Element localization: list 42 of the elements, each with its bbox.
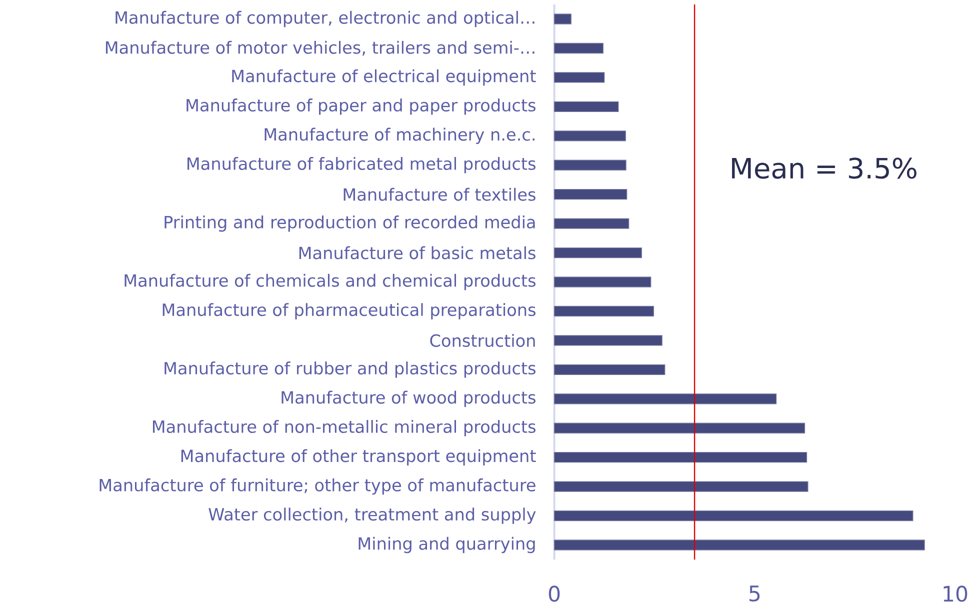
- bar: [554, 101, 619, 112]
- y-tick-label: Manufacture of other transport equipment: [181, 449, 536, 466]
- y-tick-label: Water collection, treatment and supply: [208, 508, 536, 524]
- bar: [554, 189, 628, 200]
- x-tick-label: 10: [944, 586, 968, 602]
- y-tick-label: Manufacture of electrical equipment: [232, 69, 536, 86]
- y-tick-label: Manufacture of non-metallic mineral products: [152, 420, 536, 436]
- bar: [554, 247, 642, 258]
- y-tick-label: Manufacture of computer, electronic and optical…: [116, 10, 534, 28]
- y-tick-label: Manufacture of rubber and plastics products: [164, 362, 536, 378]
- y-tick-label: Manufacture of pharmaceutical preparations: [162, 303, 536, 320]
- x-tick-label: 5: [750, 586, 760, 602]
- bar: [554, 306, 654, 317]
- bar: [554, 218, 630, 229]
- bar: [554, 335, 662, 346]
- y-tick-label: Printing and reproduction of recorded media: [164, 215, 535, 232]
- bar: [554, 14, 572, 24]
- y-tick-label: Manufacture of motor vehicles, trailers and semi-…: [106, 40, 534, 56]
- bar: [554, 160, 626, 170]
- bar: [554, 130, 626, 142]
- bar: [554, 276, 652, 288]
- y-tick-label: Manufacture of textiles: [344, 188, 536, 201]
- y-tick-label: Manufacture of fabricated metal products: [188, 157, 536, 174]
- bar: [554, 364, 666, 376]
- bar: [554, 452, 808, 463]
- y-tick-label: Manufacture of machinery n.e.c.: [264, 128, 534, 144]
- bar: [554, 394, 777, 404]
- y-tick-label: Manufacture of paper and paper products: [186, 98, 536, 115]
- ref-line-label: Mean = 3.5%: [732, 158, 916, 179]
- x-tick-label: 0: [548, 586, 560, 602]
- bar: [554, 540, 925, 550]
- bar: [554, 72, 605, 83]
- y-tick-label: Manufacture of chemicals and chemical products: [124, 274, 536, 290]
- y-tick-label: Manufacture of furniture; other type of manufacture: [100, 478, 536, 495]
- bar: [554, 481, 808, 492]
- y-tick-label: Mining and quarrying: [358, 536, 535, 554]
- bar: [554, 42, 604, 54]
- y-tick-label: Manufacture of wood products: [282, 390, 536, 408]
- y-tick-label: Manufacture of basic metals: [299, 246, 536, 260]
- bar: [554, 510, 914, 522]
- y-tick-label: Construction: [430, 334, 535, 347]
- bar: [554, 422, 806, 434]
